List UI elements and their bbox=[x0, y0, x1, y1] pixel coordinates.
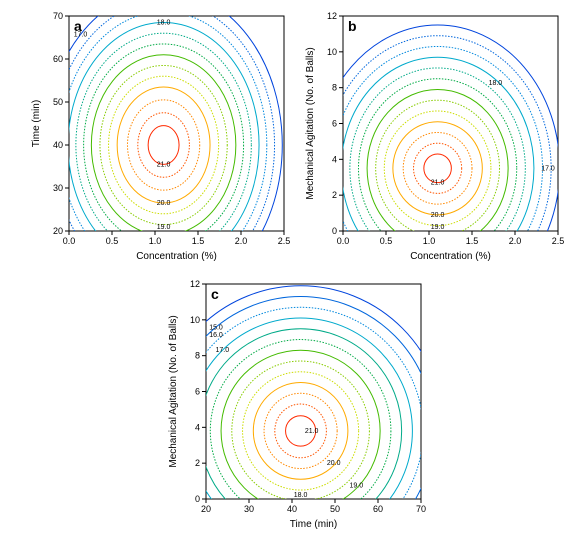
svg-text:20: 20 bbox=[53, 226, 63, 236]
panel-label-c: c bbox=[211, 286, 219, 302]
svg-text:21.0: 21.0 bbox=[157, 161, 171, 168]
svg-text:15.0: 15.0 bbox=[209, 324, 223, 331]
panel-b-svg: 21.0 20.0 19.0 18.0 17.0 0.0 0.5 1.0 1.5 2.0 2.5 0 2… bbox=[298, 10, 568, 270]
svg-text:12: 12 bbox=[327, 11, 337, 21]
svg-text:2.5: 2.5 bbox=[552, 236, 565, 246]
svg-text:20.0: 20.0 bbox=[157, 200, 171, 207]
svg-text:20.0: 20.0 bbox=[327, 460, 341, 467]
svg-text:0: 0 bbox=[195, 494, 200, 504]
svg-text:Time (min): Time (min) bbox=[31, 100, 42, 147]
svg-text:0.5: 0.5 bbox=[106, 236, 119, 246]
svg-text:10: 10 bbox=[190, 315, 200, 325]
svg-text:21.0: 21.0 bbox=[305, 428, 319, 435]
svg-text:12: 12 bbox=[190, 279, 200, 289]
panel-c-svg: 21.020.019.018.017.016.015.0203040506070… bbox=[161, 278, 431, 538]
svg-text:1.0: 1.0 bbox=[149, 236, 162, 246]
panel-a-svg: 21.020.019.018.017.00.00.51.01.52.02.520… bbox=[24, 10, 294, 270]
svg-text:6: 6 bbox=[332, 119, 337, 129]
svg-text:4: 4 bbox=[195, 422, 200, 432]
svg-text:60: 60 bbox=[53, 54, 63, 64]
svg-text:0.5: 0.5 bbox=[380, 236, 393, 246]
svg-text:16.0: 16.0 bbox=[209, 332, 223, 339]
panel-c: c 21.020.019.018.017.016.015.02030405060… bbox=[161, 278, 431, 538]
svg-text:17.0: 17.0 bbox=[541, 165, 555, 172]
svg-text:2.0: 2.0 bbox=[235, 236, 248, 246]
svg-text:Mechanical Agitation (No. of B: Mechanical Agitation (No. of Balls) bbox=[305, 47, 316, 199]
svg-text:10: 10 bbox=[327, 47, 337, 57]
svg-text:50: 50 bbox=[53, 97, 63, 107]
svg-text:2: 2 bbox=[195, 458, 200, 468]
svg-text:21.0: 21.0 bbox=[431, 180, 445, 187]
svg-text:19.0: 19.0 bbox=[157, 224, 171, 231]
svg-text:40: 40 bbox=[53, 140, 63, 150]
svg-text:19.0: 19.0 bbox=[349, 482, 363, 489]
svg-text:Concentration (%): Concentration (%) bbox=[410, 251, 491, 262]
svg-text:18.0: 18.0 bbox=[489, 80, 503, 87]
svg-text:1.5: 1.5 bbox=[192, 236, 205, 246]
svg-text:2: 2 bbox=[332, 190, 337, 200]
panel-b: b 21.0 20.0 19.0 18.0 17.0 0.0 0.5 1.0 1.5 2.0 2.5… bbox=[298, 10, 568, 270]
svg-text:8: 8 bbox=[332, 83, 337, 93]
svg-text:30: 30 bbox=[53, 183, 63, 193]
svg-text:60: 60 bbox=[373, 504, 383, 514]
svg-text:0: 0 bbox=[332, 226, 337, 236]
svg-text:20: 20 bbox=[201, 504, 211, 514]
svg-text:2.5: 2.5 bbox=[278, 236, 291, 246]
svg-text:70: 70 bbox=[416, 504, 426, 514]
svg-text:1.5: 1.5 bbox=[466, 236, 479, 246]
svg-text:50: 50 bbox=[330, 504, 340, 514]
svg-text:6: 6 bbox=[195, 387, 200, 397]
svg-text:0.0: 0.0 bbox=[63, 236, 76, 246]
svg-text:40: 40 bbox=[287, 504, 297, 514]
panel-a: a 21.020.019.018.017.00.00.51.01.52.02.5… bbox=[24, 10, 294, 270]
svg-text:0.0: 0.0 bbox=[337, 236, 350, 246]
svg-text:30: 30 bbox=[244, 504, 254, 514]
svg-text:Time (min): Time (min) bbox=[290, 519, 337, 530]
svg-text:20.0: 20.0 bbox=[431, 212, 445, 219]
svg-text:18.0: 18.0 bbox=[294, 492, 308, 499]
panel-label-b: b bbox=[348, 18, 357, 34]
svg-text:17.0: 17.0 bbox=[216, 347, 230, 354]
svg-text:18.0: 18.0 bbox=[157, 19, 171, 26]
svg-text:19.0: 19.0 bbox=[431, 224, 445, 231]
svg-text:8: 8 bbox=[195, 351, 200, 361]
svg-text:Concentration (%): Concentration (%) bbox=[136, 251, 217, 262]
svg-text:70: 70 bbox=[53, 11, 63, 21]
svg-text:2.0: 2.0 bbox=[509, 236, 522, 246]
svg-text:4: 4 bbox=[332, 154, 337, 164]
svg-text:1.0: 1.0 bbox=[423, 236, 436, 246]
panel-label-a: a bbox=[74, 18, 82, 34]
figure-container: a 21.020.019.018.017.00.00.51.01.52.02.5… bbox=[10, 10, 572, 538]
svg-text:Mechanical Agitation (No. of B: Mechanical Agitation (No. of Balls) bbox=[168, 315, 179, 467]
